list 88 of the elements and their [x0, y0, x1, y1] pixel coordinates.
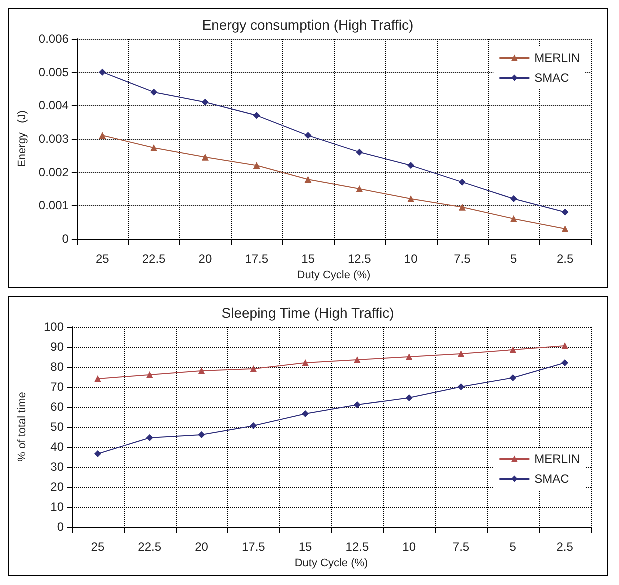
- x-tick-label: 17.5: [245, 252, 269, 266]
- point: [458, 178, 466, 186]
- x-tick-label: 5: [510, 540, 517, 554]
- x-tick-label: 22.5: [138, 540, 162, 554]
- y-tick-label: 90: [50, 340, 64, 354]
- point: [94, 376, 102, 382]
- x-tick-label: 12.5: [348, 252, 372, 266]
- y-tick-label: 0.006: [38, 32, 70, 46]
- point: [202, 154, 209, 161]
- legend-label: SMAC: [534, 71, 570, 85]
- point: [354, 356, 361, 364]
- x-tick-label: 2.5: [556, 252, 574, 266]
- x-tick-label: 22.5: [142, 252, 166, 266]
- y-tick-label: 20: [50, 480, 64, 494]
- legend-label: MERLIN: [534, 452, 580, 466]
- point: [458, 350, 465, 358]
- point: [198, 368, 206, 374]
- x-tick-label: 17.5: [242, 540, 266, 554]
- chart-title: Sleeping Time (High Traffic): [222, 305, 394, 321]
- y-tick-label: 0.001: [38, 198, 70, 213]
- point: [250, 422, 258, 430]
- y-axis-title: % of total time: [16, 392, 28, 462]
- y-tick-label: 80: [50, 360, 64, 374]
- y-tick-label: 0.002: [38, 165, 70, 180]
- y-tick-label: 0: [57, 520, 64, 534]
- point: [250, 366, 258, 372]
- point: [202, 98, 209, 106]
- point: [458, 204, 466, 211]
- point: [94, 450, 102, 458]
- x-tick-label: 7.5: [454, 252, 472, 266]
- point: [99, 68, 106, 76]
- x-axis-title: Duty Cycle (%): [297, 269, 371, 282]
- x-tick-label: 10: [402, 540, 416, 554]
- point: [354, 402, 361, 408]
- y-tick-label: 60: [50, 400, 64, 414]
- y-tick-label: 70: [50, 380, 64, 394]
- x-tick-label: 5: [510, 252, 518, 266]
- y-tick-label: 40: [50, 440, 64, 454]
- x-tick-label: 10: [404, 252, 418, 266]
- point: [510, 346, 517, 354]
- point: [150, 88, 158, 96]
- point: [510, 216, 518, 222]
- point: [253, 112, 260, 120]
- x-tick-label: 20: [198, 252, 212, 266]
- point: [304, 132, 312, 140]
- point: [150, 144, 158, 152]
- point: [146, 434, 154, 442]
- legend-label: SMAC: [534, 472, 570, 486]
- x-tick-label: 7.5: [452, 540, 470, 554]
- y-tick-label: 0: [62, 232, 70, 246]
- x-tick-label: 15: [298, 540, 313, 554]
- point: [562, 360, 569, 366]
- y-tick-label: 30: [50, 460, 64, 474]
- x-axis-title: Duty Cycle (%): [294, 557, 368, 570]
- point: [253, 162, 260, 170]
- point: [408, 196, 415, 202]
- x-tick-label: 25: [96, 252, 110, 266]
- y-tick-label: 50: [50, 420, 64, 434]
- point: [198, 432, 206, 438]
- point: [562, 208, 569, 216]
- point: [510, 196, 518, 202]
- y-tick-label: 10: [50, 500, 64, 514]
- point: [302, 360, 310, 366]
- x-tick-label: 20: [195, 540, 209, 554]
- x-tick-label: 2.5: [556, 540, 574, 554]
- y-tick-label: 100: [44, 320, 64, 334]
- point: [406, 394, 413, 402]
- y-tick-label: 0.004: [38, 98, 70, 113]
- chart-title: Energy consumption (High Traffic): [202, 17, 414, 33]
- legend-label: MERLIN: [534, 51, 580, 65]
- point: [356, 186, 364, 192]
- x-tick-label: 25: [91, 540, 105, 554]
- point: [510, 374, 517, 382]
- y-tick-label: 0.003: [38, 132, 70, 146]
- point: [562, 342, 569, 350]
- point: [458, 384, 465, 390]
- point: [408, 162, 415, 170]
- point: [562, 226, 569, 232]
- x-tick-label: 12.5: [346, 540, 370, 554]
- y-axis-title: Energy (J): [16, 110, 28, 168]
- point: [302, 410, 310, 418]
- point: [406, 354, 413, 360]
- point: [99, 132, 106, 140]
- point: [356, 148, 364, 156]
- x-tick-label: 15: [302, 252, 316, 266]
- point: [304, 176, 312, 184]
- point: [146, 372, 154, 378]
- y-tick-label: 0.005: [38, 65, 70, 80]
